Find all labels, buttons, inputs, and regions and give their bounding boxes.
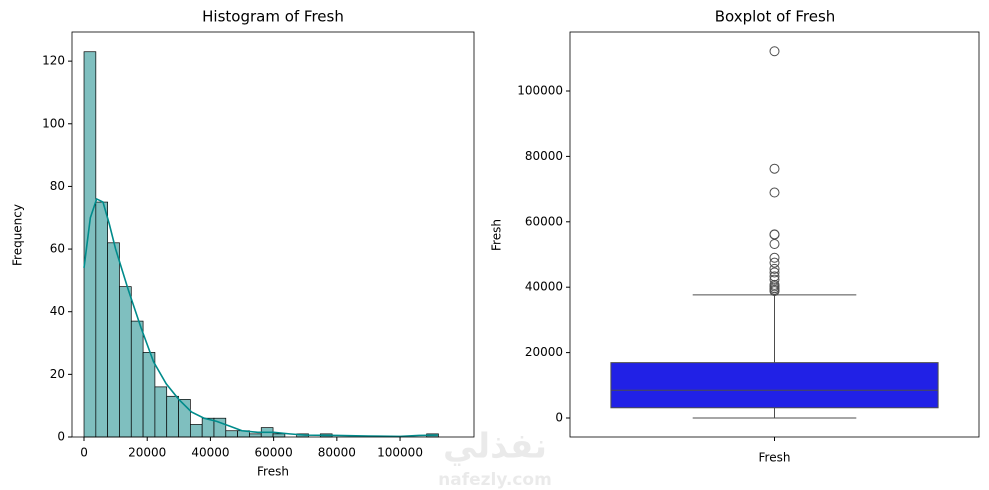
bar <box>249 433 262 438</box>
x-tick-label: 60000 <box>255 446 293 460</box>
bar <box>119 286 132 438</box>
y-tick-label: 60000 <box>525 214 563 228</box>
bar <box>154 386 168 438</box>
bar <box>225 430 238 438</box>
outlier <box>769 229 780 240</box>
x-tick-label: 0 <box>80 446 88 460</box>
bar <box>95 201 108 438</box>
x-axis-label: Fresh <box>257 465 289 479</box>
axes-frame <box>569 31 980 438</box>
bar <box>272 433 286 438</box>
y-tick-label: 120 <box>42 54 65 68</box>
outlier <box>769 187 780 198</box>
y-tick-label: 20 <box>50 367 65 381</box>
outlier <box>769 252 780 263</box>
bar <box>83 51 97 438</box>
y-tick-label: 100 <box>42 116 65 130</box>
y-tick-label: 80 <box>50 179 65 193</box>
y-tick-label: 40 <box>50 304 65 318</box>
y-tick-label: 60 <box>50 242 65 256</box>
y-axis-label: Frequency <box>11 204 25 266</box>
outlier <box>769 239 780 250</box>
y-tick-label: 0 <box>555 411 563 425</box>
box <box>610 362 939 409</box>
bar <box>107 242 120 438</box>
chart-title: Histogram of Fresh <box>202 8 344 26</box>
watermark: نفذلي <box>443 427 547 467</box>
x-tick-label: 20000 <box>128 446 166 460</box>
y-tick-label: 0 <box>57 430 65 444</box>
chart-title: Boxplot of Fresh <box>715 8 836 26</box>
outlier <box>769 163 780 174</box>
bar <box>166 395 179 438</box>
y-tick-label: 20000 <box>525 345 563 359</box>
outlier <box>769 46 780 57</box>
outlier <box>769 263 780 274</box>
outlier <box>769 257 780 268</box>
axes-frame <box>71 31 475 438</box>
y-tick-label: 40000 <box>525 280 563 294</box>
y-axis-label: Fresh <box>490 219 504 251</box>
bar <box>142 352 156 438</box>
kde-line <box>83 197 438 438</box>
x-tick-label: 100000 <box>377 446 423 460</box>
bar <box>130 320 144 438</box>
outlier <box>769 286 780 297</box>
y-tick-label: 80000 <box>525 149 563 163</box>
outlier <box>769 267 780 278</box>
bar <box>189 424 203 438</box>
x-tick-label: 80000 <box>318 446 356 460</box>
x-tick-label: Fresh <box>759 451 791 465</box>
x-tick-label: 40000 <box>191 446 229 460</box>
y-tick-label: 100000 <box>517 83 563 97</box>
watermark: nafezly.com <box>438 470 552 490</box>
